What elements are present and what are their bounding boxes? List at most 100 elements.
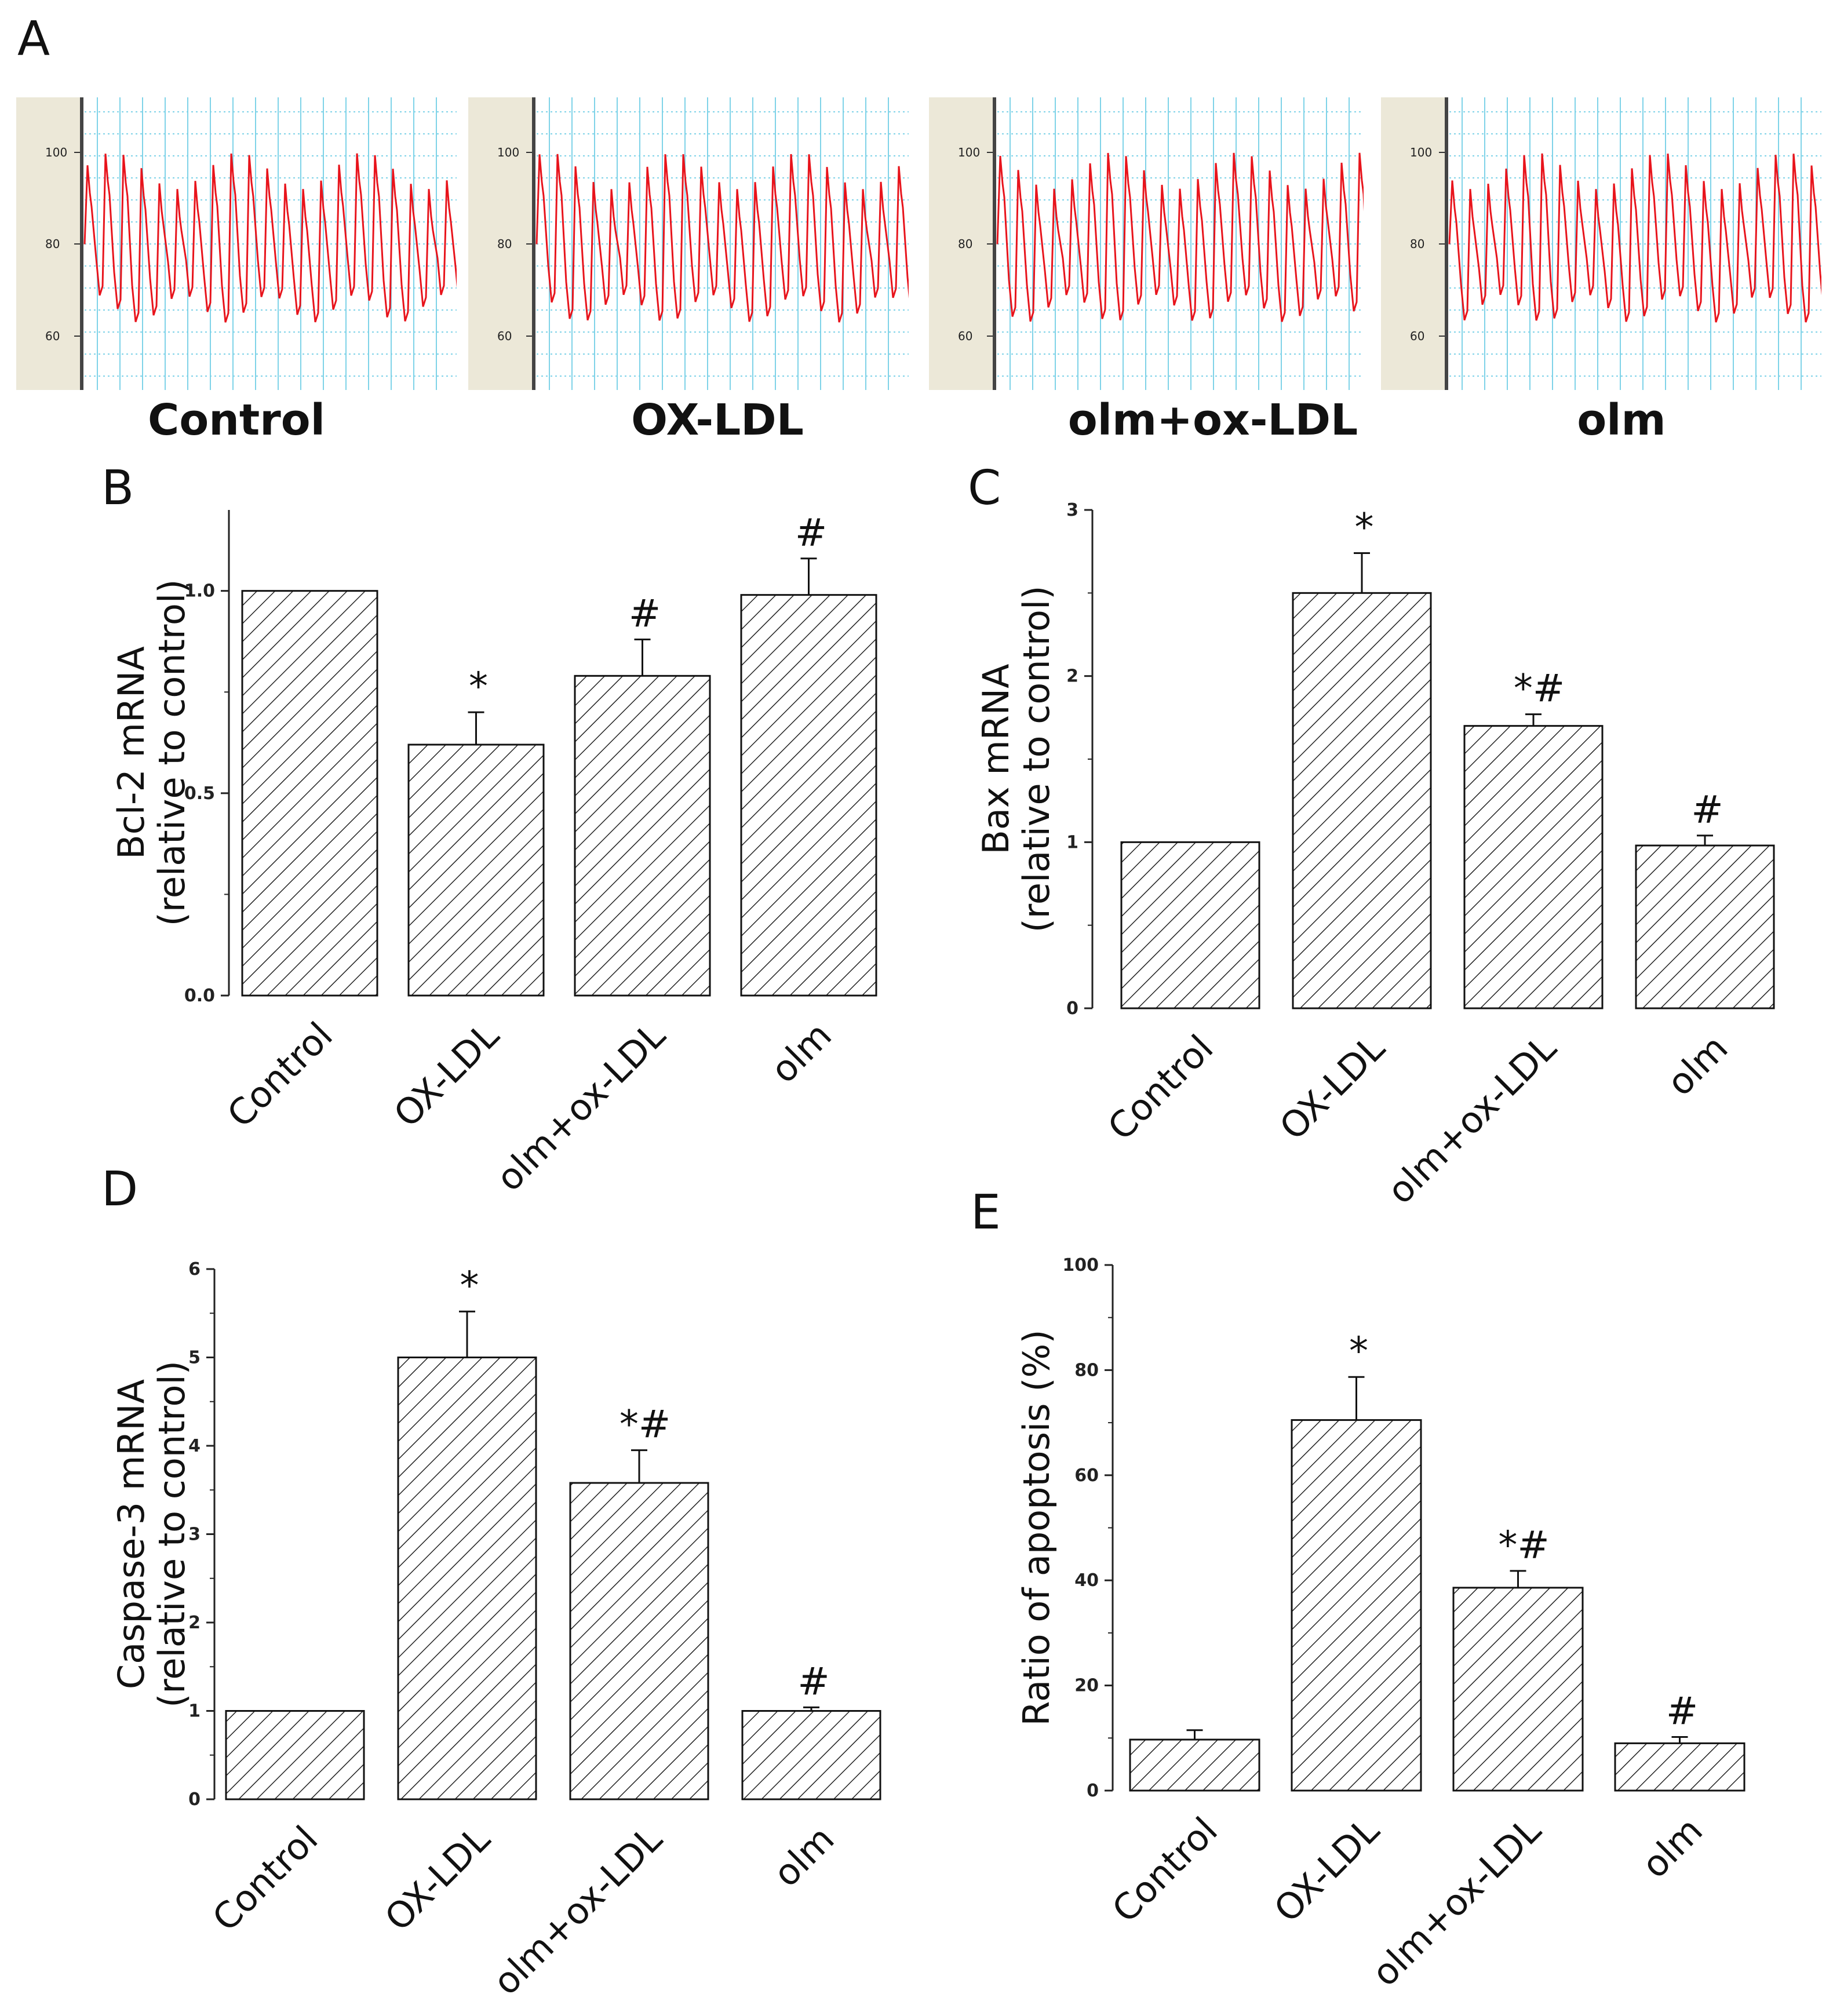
trace-plot-2: 100 80 60 xyxy=(468,97,909,390)
significance-marker: # xyxy=(795,511,827,555)
bar xyxy=(1452,1587,1584,1792)
bar xyxy=(241,590,378,997)
significance-marker: * xyxy=(469,664,488,709)
bar xyxy=(1292,592,1432,1009)
trace-gutter xyxy=(468,97,532,390)
trace-axis xyxy=(532,97,535,390)
significance-marker: *# xyxy=(1498,1523,1549,1567)
significance-marker: * xyxy=(1355,505,1374,550)
category-label: olm xyxy=(765,1818,842,1895)
y-axis-label-sub: (relative to control) xyxy=(151,579,193,927)
trace-gutter xyxy=(929,97,993,390)
bar xyxy=(1463,725,1604,1009)
bar xyxy=(569,1482,709,1800)
trace-tick-label: 100 xyxy=(1410,145,1432,159)
y-tick-label: 0 xyxy=(1066,998,1078,1019)
significance-marker: *# xyxy=(619,1402,670,1447)
category-label: olm+ox-LDL xyxy=(1379,1026,1565,1212)
trace-plot-4: 100 80 60 xyxy=(1381,97,1821,390)
panel-letter: B xyxy=(101,461,134,516)
significance-marker: *# xyxy=(1514,666,1565,711)
y-axis-label-sub: (relative to control) xyxy=(151,1361,193,1708)
y-tick-label: 0 xyxy=(188,1789,201,1810)
trace-axis xyxy=(1445,97,1448,390)
trace-tick-label: 60 xyxy=(497,329,512,343)
category-label: Control xyxy=(219,1014,341,1136)
bar xyxy=(1635,844,1775,1009)
trace-tick-label: 80 xyxy=(1410,237,1424,251)
y-tick-label: 1.0 xyxy=(184,581,215,601)
y-tick-label: 6 xyxy=(188,1259,201,1279)
significance-marker: * xyxy=(460,1263,479,1308)
bar xyxy=(740,594,877,997)
significance-marker: # xyxy=(1666,1689,1698,1733)
category-label: Control xyxy=(1099,1027,1221,1149)
y-tick-label: 5 xyxy=(188,1348,201,1368)
pressure-waveform xyxy=(1448,153,1821,323)
y-tick-label: 0 xyxy=(1087,1781,1099,1801)
y-tick-label: 2 xyxy=(1066,666,1078,687)
bar xyxy=(407,743,545,997)
trace-gutter xyxy=(16,97,80,390)
trace-tick-label: 80 xyxy=(45,237,60,251)
y-tick-label: 100 xyxy=(1062,1255,1099,1275)
category-label: Control xyxy=(1104,1809,1226,1931)
category-label: OX-LDL xyxy=(385,1014,507,1135)
category-label: Control xyxy=(204,1818,326,1940)
bar xyxy=(574,675,711,997)
category-label: olm xyxy=(1634,1809,1711,1886)
y-axis-label-sub: (relative to control) xyxy=(1015,586,1058,933)
y-tick-label: 40 xyxy=(1074,1570,1099,1591)
y-axis-label: Caspase-3 mRNA xyxy=(110,1379,152,1689)
panel-letter: E xyxy=(971,1185,1001,1240)
category-label: olm xyxy=(763,1014,840,1091)
trace-tick-label: 60 xyxy=(45,329,60,343)
category-label: OX-LDL xyxy=(1266,1809,1387,1930)
y-tick-label: 2 xyxy=(188,1613,201,1633)
trace-tick-label: 60 xyxy=(1410,329,1424,343)
category-label: olm xyxy=(1659,1027,1736,1104)
y-tick-label: 20 xyxy=(1074,1676,1099,1696)
trace-plot-3: 100 80 60 xyxy=(929,97,1364,390)
y-axis-label: Bax mRNA xyxy=(975,664,1017,854)
trace-label: Control xyxy=(148,395,325,445)
category-label: olm+ox-LDL xyxy=(1364,1809,1549,1994)
category-label: olm+ox-LDL xyxy=(485,1817,670,2003)
significance-marker: # xyxy=(1691,788,1723,832)
y-tick-label: 1 xyxy=(1066,832,1078,852)
trace-tick-label: 80 xyxy=(497,237,512,251)
trace-plot-1: 100 80 60 xyxy=(16,97,457,390)
panel-letter: C xyxy=(968,461,1001,516)
trace-tick-label: 60 xyxy=(958,329,972,343)
bar xyxy=(1291,1419,1422,1792)
bar xyxy=(225,1710,365,1800)
trace-axis xyxy=(80,97,83,390)
trace-tick-label: 80 xyxy=(958,237,972,251)
y-axis-label: Ratio of apoptosis (%) xyxy=(1015,1329,1058,1726)
y-tick-label: 0.0 xyxy=(184,986,215,1006)
y-tick-label: 4 xyxy=(188,1436,201,1456)
pressure-waveform xyxy=(83,153,457,323)
y-tick-label: 60 xyxy=(1074,1465,1099,1486)
trace-label: OX-LDL xyxy=(631,395,804,445)
bar xyxy=(1129,1738,1260,1792)
trace-tick-label: 100 xyxy=(45,145,67,159)
trace-gutter xyxy=(1381,97,1445,390)
trace-label: olm xyxy=(1577,395,1666,445)
bar xyxy=(1614,1742,1745,1792)
y-tick-label: 80 xyxy=(1074,1360,1099,1380)
y-tick-label: 1 xyxy=(188,1701,201,1722)
trace-axis xyxy=(993,97,996,390)
trace-label: olm+ox-LDL xyxy=(1067,395,1358,445)
y-tick-label: 0.5 xyxy=(184,783,215,804)
significance-marker: # xyxy=(629,591,661,636)
significance-marker: # xyxy=(797,1659,829,1704)
category-label: OX-LDL xyxy=(1271,1026,1393,1148)
y-tick-label: 3 xyxy=(188,1525,201,1545)
trace-tick-label: 100 xyxy=(958,145,980,159)
bar xyxy=(1120,841,1260,1009)
category-label: olm+ox-LDL xyxy=(488,1014,673,1199)
bar xyxy=(397,1357,537,1800)
trace-tick-label: 100 xyxy=(497,145,519,159)
y-tick-label: 3 xyxy=(1066,500,1078,520)
